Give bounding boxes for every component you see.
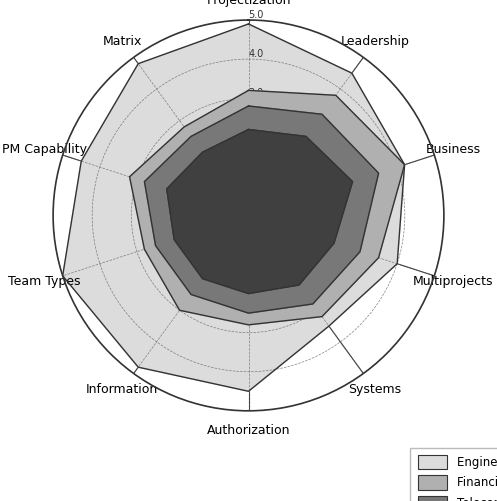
Polygon shape	[130, 90, 405, 325]
Polygon shape	[145, 106, 379, 313]
Polygon shape	[166, 129, 352, 294]
Legend: Engineering Construction, Financial Services, Telecommunications, Pharmaceutical: Engineering Construction, Financial Serv…	[411, 448, 497, 501]
Polygon shape	[63, 24, 405, 391]
